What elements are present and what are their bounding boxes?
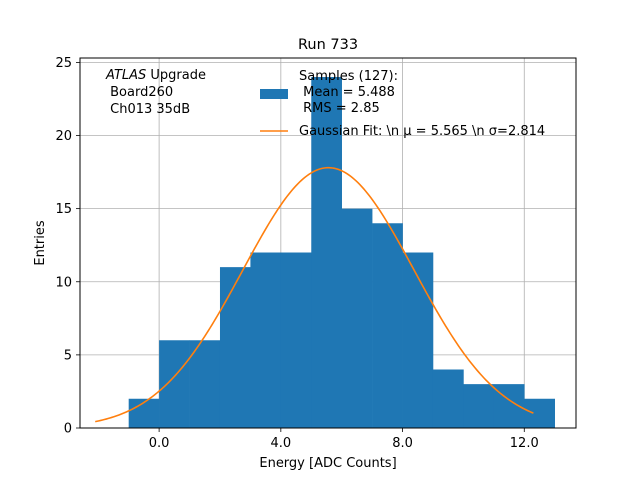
legend-samples-label: Samples (127): (299, 69, 398, 84)
histogram-bar (463, 384, 495, 428)
atlas-annotation: ATLAS Upgrade Board260 Ch013 35dB (105, 68, 206, 117)
annotation-line-1: ATLAS Upgrade (105, 68, 206, 83)
annotation-channel: Ch013 35dB (106, 102, 190, 117)
x-axis-label: Energy [ADC Counts] (259, 456, 396, 471)
histogram-bar (372, 223, 403, 428)
gaussian-fit (95, 166, 534, 423)
legend: Samples (127): Mean = 5.488 RMS = 2.85 G… (260, 69, 545, 139)
y-tick-label: 5 (64, 348, 72, 363)
y-tick-label: 20 (55, 129, 72, 144)
histogram-bar (128, 398, 160, 428)
x-tick-label: 0.0 (149, 436, 170, 451)
y-tick-label: 10 (55, 275, 72, 290)
annotation-atlas: ATLAS (105, 68, 146, 83)
y-tick-label: 15 (55, 202, 72, 217)
histogram-bar (219, 267, 251, 428)
legend-fit-label: Gaussian Fit: \n μ = 5.565 \n σ=2.814 (299, 124, 545, 139)
histogram-bar (524, 398, 555, 428)
fit-curve (95, 166, 534, 423)
histogram-bar (402, 252, 434, 428)
y-tick-label: 25 (55, 56, 72, 71)
histogram-bar (432, 369, 464, 428)
histogram-bar (341, 208, 373, 428)
annotation-board: Board260 (106, 85, 173, 100)
x-tick-label: 4.0 (270, 436, 291, 451)
legend-mean-label: Mean = 5.488 (299, 85, 395, 100)
axis-ticks: 0.0 4.0 8.0 12.0 0 5 10 15 20 25 (55, 56, 538, 451)
x-tick-label: 12.0 (510, 436, 539, 451)
histogram-bars (128, 77, 555, 429)
histogram-bar (159, 340, 190, 428)
chart-title: Run 733 (298, 37, 358, 53)
histogram-bar (311, 77, 342, 429)
y-tick-label: 0 (64, 422, 72, 437)
legend-histogram-swatch (260, 89, 288, 99)
histogram-bar (250, 252, 282, 428)
plot-frame (79, 57, 577, 429)
y-axis-label: Entries (33, 220, 48, 266)
annotation-upgrade: Upgrade (146, 68, 206, 83)
histogram-bar (189, 340, 221, 428)
legend-rms-label: RMS = 2.85 (299, 101, 380, 116)
histogram-bar (280, 252, 312, 428)
x-tick-label: 8.0 (392, 436, 413, 451)
